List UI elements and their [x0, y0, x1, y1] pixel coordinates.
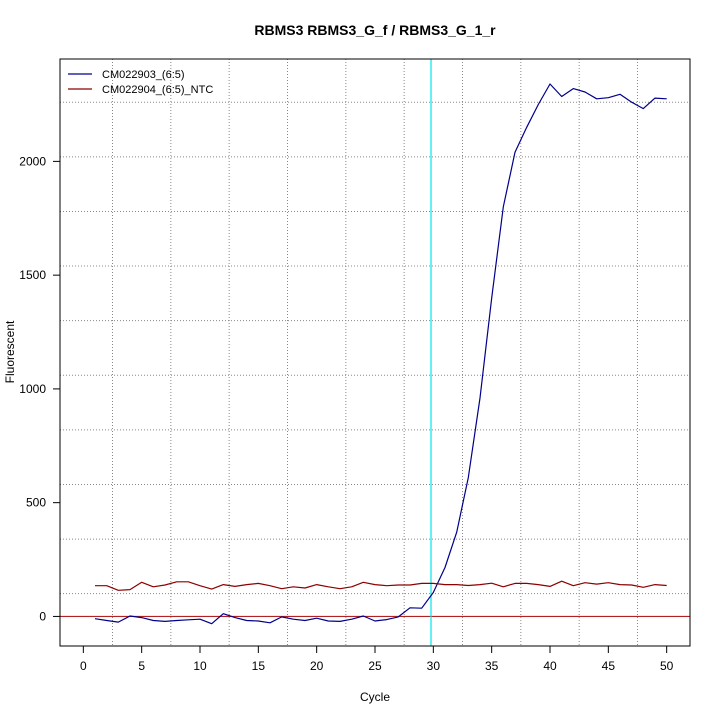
x-tick-label: 30: [427, 659, 441, 673]
y-axis-label: Fluorescent: [3, 320, 17, 383]
x-axis: 0 5 10 15 20 25 30 35 40 45 50: [80, 645, 674, 673]
x-tick-label: 45: [602, 659, 616, 673]
chart-title: RBMS3 RBMS3_G_f / RBMS3_G_1_r: [254, 22, 496, 38]
y-axis: 0 500 1000 1500 2000: [19, 154, 61, 623]
x-tick-label: 25: [368, 659, 382, 673]
y-tick-label: 1000: [19, 382, 46, 396]
series-line-1: [94, 83, 667, 625]
y-tick-label: 0: [39, 609, 46, 623]
x-tick-label: 50: [660, 659, 674, 673]
x-axis-label: Cycle: [360, 690, 390, 704]
y-tick-label: 2000: [19, 154, 46, 168]
x-tick-label: 40: [543, 659, 557, 673]
series-line-2: [95, 580, 667, 591]
x-tick-label: 35: [485, 659, 499, 673]
y-tick-label: 500: [26, 496, 46, 510]
gridlines: [60, 59, 690, 646]
data-series: [94, 83, 667, 625]
legend: CM022903_(6:5) CM022904_(6:5)_NTC: [68, 69, 213, 96]
x-tick-label: 10: [193, 659, 207, 673]
x-tick-label: 5: [138, 659, 145, 673]
x-tick-label: 0: [80, 659, 87, 673]
legend-label-1: CM022903_(6:5): [102, 69, 185, 81]
plot-area-frame: [59, 58, 691, 647]
x-tick-label: 15: [252, 659, 266, 673]
reference-lines: [60, 59, 690, 646]
legend-label-2: CM022904_(6:5)_NTC: [102, 84, 213, 96]
x-tick-label: 20: [310, 659, 324, 673]
y-tick-label: 1500: [19, 268, 46, 282]
